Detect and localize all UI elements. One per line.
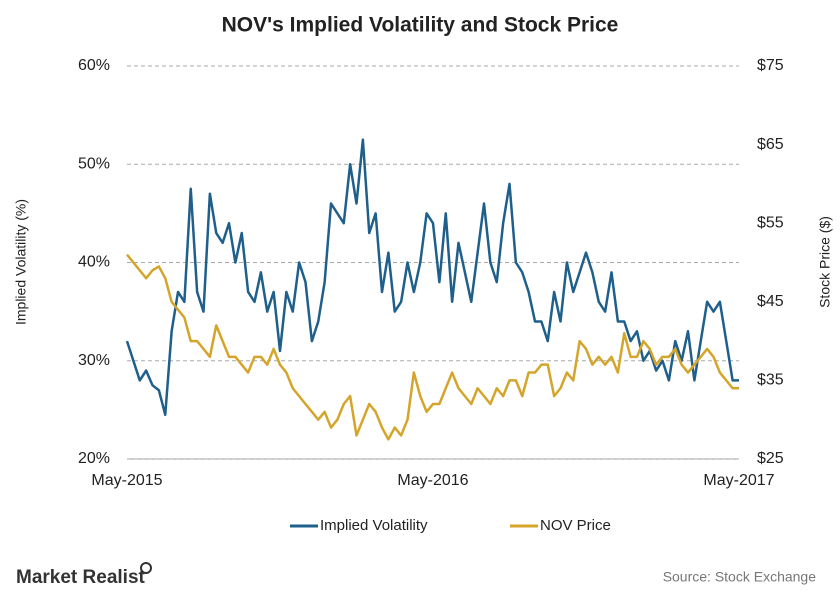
x-tick-label: May-2016 (397, 472, 468, 489)
y2-tick-label: $55 (757, 214, 784, 231)
series-line (125, 138, 739, 417)
y2-tick-label: $75 (757, 57, 784, 74)
logo-icon (140, 562, 152, 574)
y-tick-label: 30% (78, 352, 110, 369)
legend-label: Implied Volatility (320, 517, 428, 534)
x-tick-label: May-2017 (703, 472, 774, 489)
y2-axis-label: Stock Price ($) (817, 216, 833, 308)
y2-tick-label: $25 (757, 450, 784, 467)
y2-tick-label: $45 (757, 293, 784, 310)
series-line (126, 253, 739, 441)
y-axis-label: Implied Volatility (%) (13, 199, 29, 325)
y-tick-label: 20% (78, 450, 110, 467)
logo: Market Realist (16, 567, 146, 588)
y2-tick-label: $65 (757, 136, 784, 153)
legend-label: NOV Price (540, 517, 611, 534)
y-tick-label: 50% (78, 155, 110, 172)
y-tick-label: 40% (78, 254, 110, 271)
y2-tick-label: $35 (757, 372, 784, 389)
source: Source: Stock Exchange (663, 569, 817, 585)
y-tick-label: 60% (78, 57, 110, 74)
chart-title: NOV's Implied Volatility and Stock Price (222, 14, 619, 37)
x-tick-label: May-2015 (91, 472, 162, 489)
